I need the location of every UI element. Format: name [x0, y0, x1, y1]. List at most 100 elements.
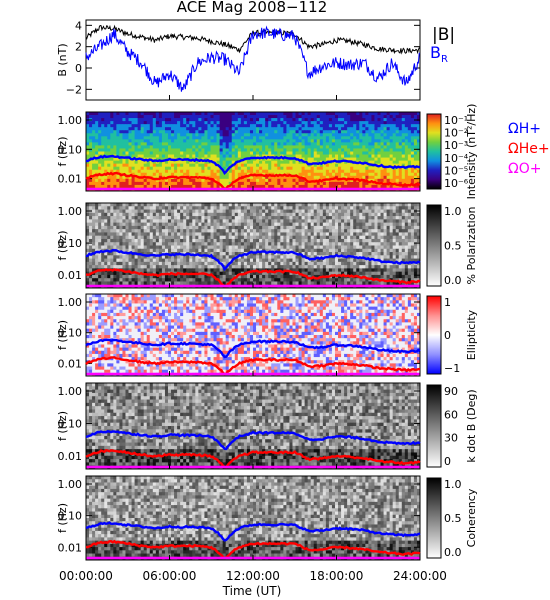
- spectrum-cell: [95, 127, 99, 131]
- polarization-cell: [177, 216, 181, 220]
- spectrum-cell: [322, 154, 327, 158]
- spectrum-cell: [180, 166, 184, 171]
- spectrum-cell: [344, 142, 348, 146]
- spectrum-cell: [189, 160, 193, 165]
- polarization-cell: [319, 238, 324, 243]
- spectrum-cell: [246, 172, 251, 177]
- spectrum-cell: [213, 115, 217, 119]
- spectrum-cell: [158, 181, 163, 186]
- spectrum-cell: [140, 127, 145, 131]
- spectrum-cell: [231, 112, 236, 116]
- spectrum-cell: [416, 130, 421, 134]
- spectrum-cell: [131, 172, 135, 177]
- spectrum-cell: [186, 184, 190, 189]
- polarization-cell: [374, 238, 378, 243]
- polarization-cell: [86, 229, 90, 233]
- spectrum-cell: [298, 184, 302, 189]
- spectrum-cell: [219, 136, 224, 140]
- spectrum-cell: [325, 136, 330, 140]
- spectrum-cell: [410, 154, 415, 158]
- spectrum-cell: [307, 115, 312, 119]
- spectrum-cell: [155, 121, 160, 125]
- polarization-cell: [237, 229, 242, 233]
- spectrum-cell: [146, 178, 151, 183]
- spectrum-cell: [344, 172, 348, 177]
- spectrum-cell: [331, 139, 336, 143]
- spectrum-cell: [222, 163, 227, 168]
- spectrum-cell: [228, 133, 233, 137]
- polarization-cell: [413, 222, 418, 227]
- spectrum-cell: [389, 130, 394, 134]
- polarization-cell: [207, 245, 211, 250]
- spectrum-cell: [243, 163, 248, 168]
- polarization-cell: [204, 209, 208, 214]
- polarization-cell: [89, 245, 93, 250]
- spectrum-cell: [338, 184, 342, 189]
- spectrum-cell: [246, 154, 251, 158]
- spectrum-cell: [125, 148, 129, 152]
- polarization-cell: [155, 248, 160, 253]
- spectrum-cell: [189, 139, 193, 143]
- polarization-cell: [134, 206, 139, 210]
- spectrum-cell: [289, 184, 293, 189]
- polarization-cell: [171, 216, 175, 220]
- spectrum-cell: [137, 160, 142, 165]
- spectrum-cell: [183, 163, 187, 168]
- polarization-cell: [107, 242, 111, 246]
- spectrum-cell: [134, 178, 139, 183]
- polarization-cell: [383, 248, 387, 253]
- spectrum-cell: [262, 169, 266, 174]
- spectrum-cell: [225, 154, 230, 158]
- spectrum-cell: [104, 148, 108, 152]
- polarization-cell: [328, 238, 333, 243]
- spectrum-cell: [134, 130, 139, 134]
- polarization-cell: [249, 216, 254, 220]
- polarization-cell: [249, 222, 254, 227]
- spectrum-cell: [256, 184, 260, 189]
- polarization-cell: [283, 242, 287, 246]
- spectrum-cell: [286, 136, 290, 140]
- polarization-cell: [353, 232, 357, 237]
- spectrum-cell: [137, 136, 142, 140]
- polarization-cell: [158, 212, 163, 217]
- polarization-cell: [98, 222, 102, 227]
- spectrum-cell: [192, 136, 196, 140]
- polarization-cell: [140, 212, 145, 217]
- spectrum-cell: [256, 127, 260, 131]
- polarization-cell: [146, 232, 151, 237]
- spectrum-cell: [262, 130, 266, 134]
- polarization-cell: [277, 261, 281, 266]
- polarization-cell: [256, 219, 260, 224]
- spectrum-cell: [86, 136, 90, 140]
- spectrum-cell: [195, 184, 199, 189]
- spectrum-cell: [392, 148, 397, 152]
- spectrum-cell: [271, 118, 275, 122]
- spectrum-cell: [146, 151, 151, 155]
- spectrum-cell: [298, 118, 302, 122]
- spectrum-cell: [259, 133, 263, 137]
- spectrum-cell: [231, 139, 236, 143]
- spectrum-cell: [177, 115, 181, 119]
- spectrum-cell: [353, 172, 357, 177]
- spectrum-cell: [110, 112, 114, 116]
- spectrum-cell: [86, 133, 90, 137]
- polarization-cell: [101, 258, 105, 263]
- polarization-cell: [301, 238, 306, 243]
- spectrum-cell: [210, 169, 214, 174]
- spectrum-cell: [350, 127, 354, 131]
- polarization-cell: [362, 229, 366, 233]
- spectrum-cell: [152, 136, 157, 140]
- spectrum-cell: [195, 178, 199, 183]
- spectrum-cell: [398, 145, 403, 149]
- spectrum-cell: [344, 136, 348, 140]
- spectrum-cell: [219, 151, 224, 155]
- polarization-cell: [289, 219, 293, 224]
- spectrum-cell: [338, 127, 342, 131]
- polarization-cell: [213, 229, 217, 233]
- spectrum-cell: [298, 178, 302, 183]
- spectrum-cell: [161, 151, 166, 155]
- spectrum-cell: [359, 151, 363, 155]
- spectrum-cell: [204, 139, 208, 143]
- spectrum-cell: [359, 169, 363, 174]
- polarization-cell: [413, 229, 418, 233]
